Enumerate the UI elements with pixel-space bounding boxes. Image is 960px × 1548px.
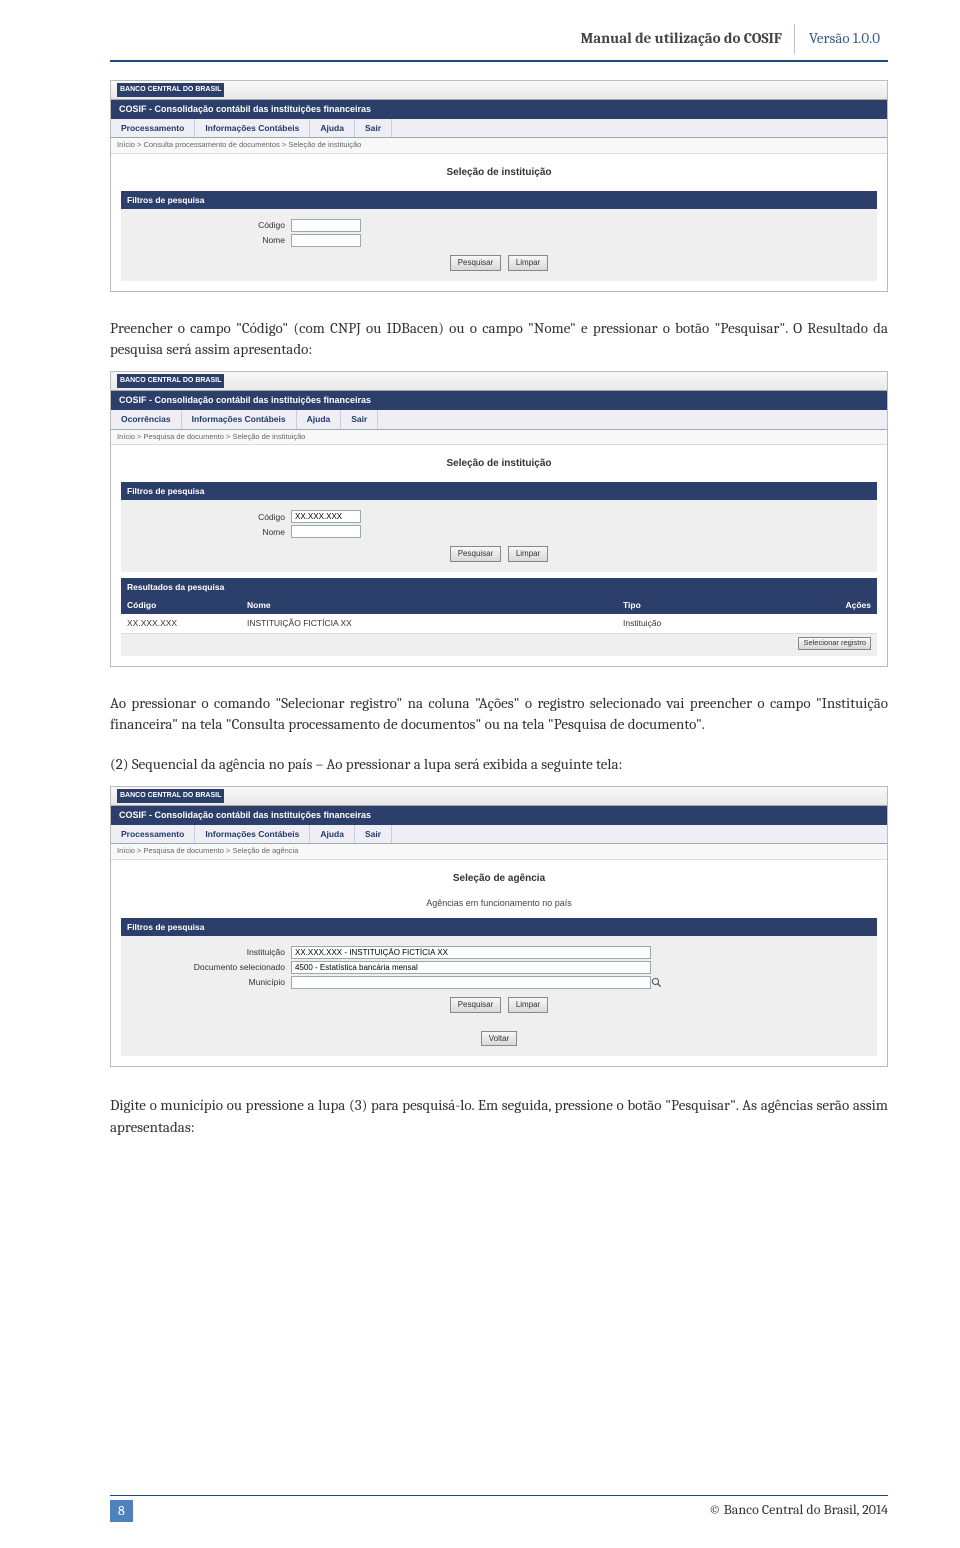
system-title-bar: COSIF - Consolidação contábil das instit… <box>111 391 887 410</box>
breadcrumb: Início > Consulta processamento de docum… <box>111 138 887 154</box>
results-header: Código Nome Tipo Ações <box>121 596 877 614</box>
selecionar-registro-button[interactable]: Selecionar registro <box>798 637 871 650</box>
breadcrumb: Início > Pesquisa de documento > Seleção… <box>111 844 887 860</box>
menu-item[interactable]: Informações Contábeis <box>195 825 310 843</box>
nome-input[interactable] <box>291 234 361 247</box>
documento-input[interactable] <box>291 961 651 974</box>
cell-codigo: XX.XXX.XXX <box>121 614 241 632</box>
system-title-bar: COSIF - Consolidação contábil das instit… <box>111 806 887 825</box>
instituicao-input[interactable] <box>291 946 651 959</box>
section-filtros: Filtros de pesquisa <box>121 482 877 500</box>
menu-item[interactable]: Informações Contábeis <box>182 410 297 428</box>
paragraph-2: Ao pressionar o comando "Selecionar regi… <box>110 693 888 737</box>
nome-label: Nome <box>131 234 291 246</box>
page-title: Seleção de instituição <box>121 457 877 472</box>
documento-label: Documento selecionado <box>131 961 291 973</box>
nome-label: Nome <box>131 526 291 538</box>
nome-input[interactable] <box>291 525 361 538</box>
doc-title: Manual de utilização do COSIF <box>581 28 782 50</box>
pesquisar-button[interactable]: Pesquisar <box>450 255 502 271</box>
voltar-button[interactable]: Voltar <box>481 1031 517 1047</box>
page-title: Seleção de instituição <box>121 166 877 181</box>
bc-logo: BANCO CENTRAL DO BRASIL <box>117 789 224 803</box>
bc-logo: BANCO CENTRAL DO BRASIL <box>117 374 224 388</box>
instituicao-label: Instituição <box>131 946 291 958</box>
search-icon[interactable] <box>651 977 662 988</box>
cell-tipo: Instituição <box>617 614 797 632</box>
pesquisar-button[interactable]: Pesquisar <box>450 997 502 1013</box>
col-nome: Nome <box>241 596 617 614</box>
col-codigo: Código <box>121 596 241 614</box>
menu-item[interactable]: Ajuda <box>310 119 355 137</box>
page-title: Seleção de agência <box>121 872 877 887</box>
screenshot-resultado-pesquisa: BANCO CENTRAL DO BRASIL COSIF - Consolid… <box>110 371 888 667</box>
menu-bar: Ocorrências Informações Contábeis Ajuda … <box>111 410 887 429</box>
menu-item[interactable]: Sair <box>341 410 378 428</box>
section-resultados: Resultados da pesquisa <box>121 578 877 596</box>
limpar-button[interactable]: Limpar <box>508 997 548 1013</box>
page-subtitle: Agências em funcionamento no país <box>121 897 877 910</box>
paragraph-4: Digite o município ou pressione a lupa (… <box>110 1095 888 1139</box>
municipio-label: Município <box>131 976 291 988</box>
menu-bar: Processamento Informações Contábeis Ajud… <box>111 825 887 844</box>
section-filtros: Filtros de pesquisa <box>121 918 877 936</box>
codigo-input[interactable] <box>291 219 361 232</box>
bc-logo: BANCO CENTRAL DO BRASIL <box>117 83 224 97</box>
menu-item[interactable]: Ocorrências <box>111 410 182 428</box>
codigo-label: Código <box>131 511 291 523</box>
doc-header: Manual de utilização do COSIF Versão 1.0… <box>110 24 888 62</box>
section-filtros: Filtros de pesquisa <box>121 191 877 209</box>
codigo-input[interactable] <box>291 510 361 523</box>
pesquisar-button[interactable]: Pesquisar <box>450 546 502 562</box>
copyright: © Banco Central do Brasil, 2014 <box>709 1500 888 1522</box>
system-title-bar: COSIF - Consolidação contábil das instit… <box>111 100 887 119</box>
menu-item[interactable]: Sair <box>355 119 392 137</box>
table-row: XX.XXX.XXX INSTITUIÇÃO FICTÍCIA XX Insti… <box>121 614 877 633</box>
col-tipo: Tipo <box>617 596 797 614</box>
cell-nome: INSTITUIÇÃO FICTÍCIA XX <box>241 614 617 632</box>
list-marker: (2) <box>110 755 129 773</box>
codigo-label: Código <box>131 219 291 231</box>
menu-item[interactable]: Processamento <box>111 119 195 137</box>
limpar-button[interactable]: Limpar <box>508 255 548 271</box>
menu-item[interactable]: Ajuda <box>297 410 342 428</box>
limpar-button[interactable]: Limpar <box>508 546 548 562</box>
menu-bar: Processamento Informações Contábeis Ajud… <box>111 119 887 138</box>
page-number: 8 <box>110 1500 133 1522</box>
screenshot-selecao-instituicao-1: BANCO CENTRAL DO BRASIL COSIF - Consolid… <box>110 80 888 292</box>
municipio-input[interactable] <box>291 976 651 989</box>
menu-item[interactable]: Processamento <box>111 825 195 843</box>
menu-item[interactable]: Sair <box>355 825 392 843</box>
paragraph-1: Preencher o campo "Código" (com CNPJ ou … <box>110 318 888 362</box>
page-footer: 8 © Banco Central do Brasil, 2014 <box>110 1495 888 1522</box>
doc-version: Versão 1.0.0 <box>794 24 888 54</box>
menu-item[interactable]: Ajuda <box>310 825 355 843</box>
menu-item[interactable]: Informações Contábeis <box>195 119 310 137</box>
col-acoes: Ações <box>797 596 877 614</box>
paragraph-3: (2) Sequencial da agência no país – Ao p… <box>110 754 888 776</box>
breadcrumb: Início > Pesquisa de documento > Seleção… <box>111 430 887 446</box>
screenshot-selecao-agencia: BANCO CENTRAL DO BRASIL COSIF - Consolid… <box>110 786 888 1067</box>
